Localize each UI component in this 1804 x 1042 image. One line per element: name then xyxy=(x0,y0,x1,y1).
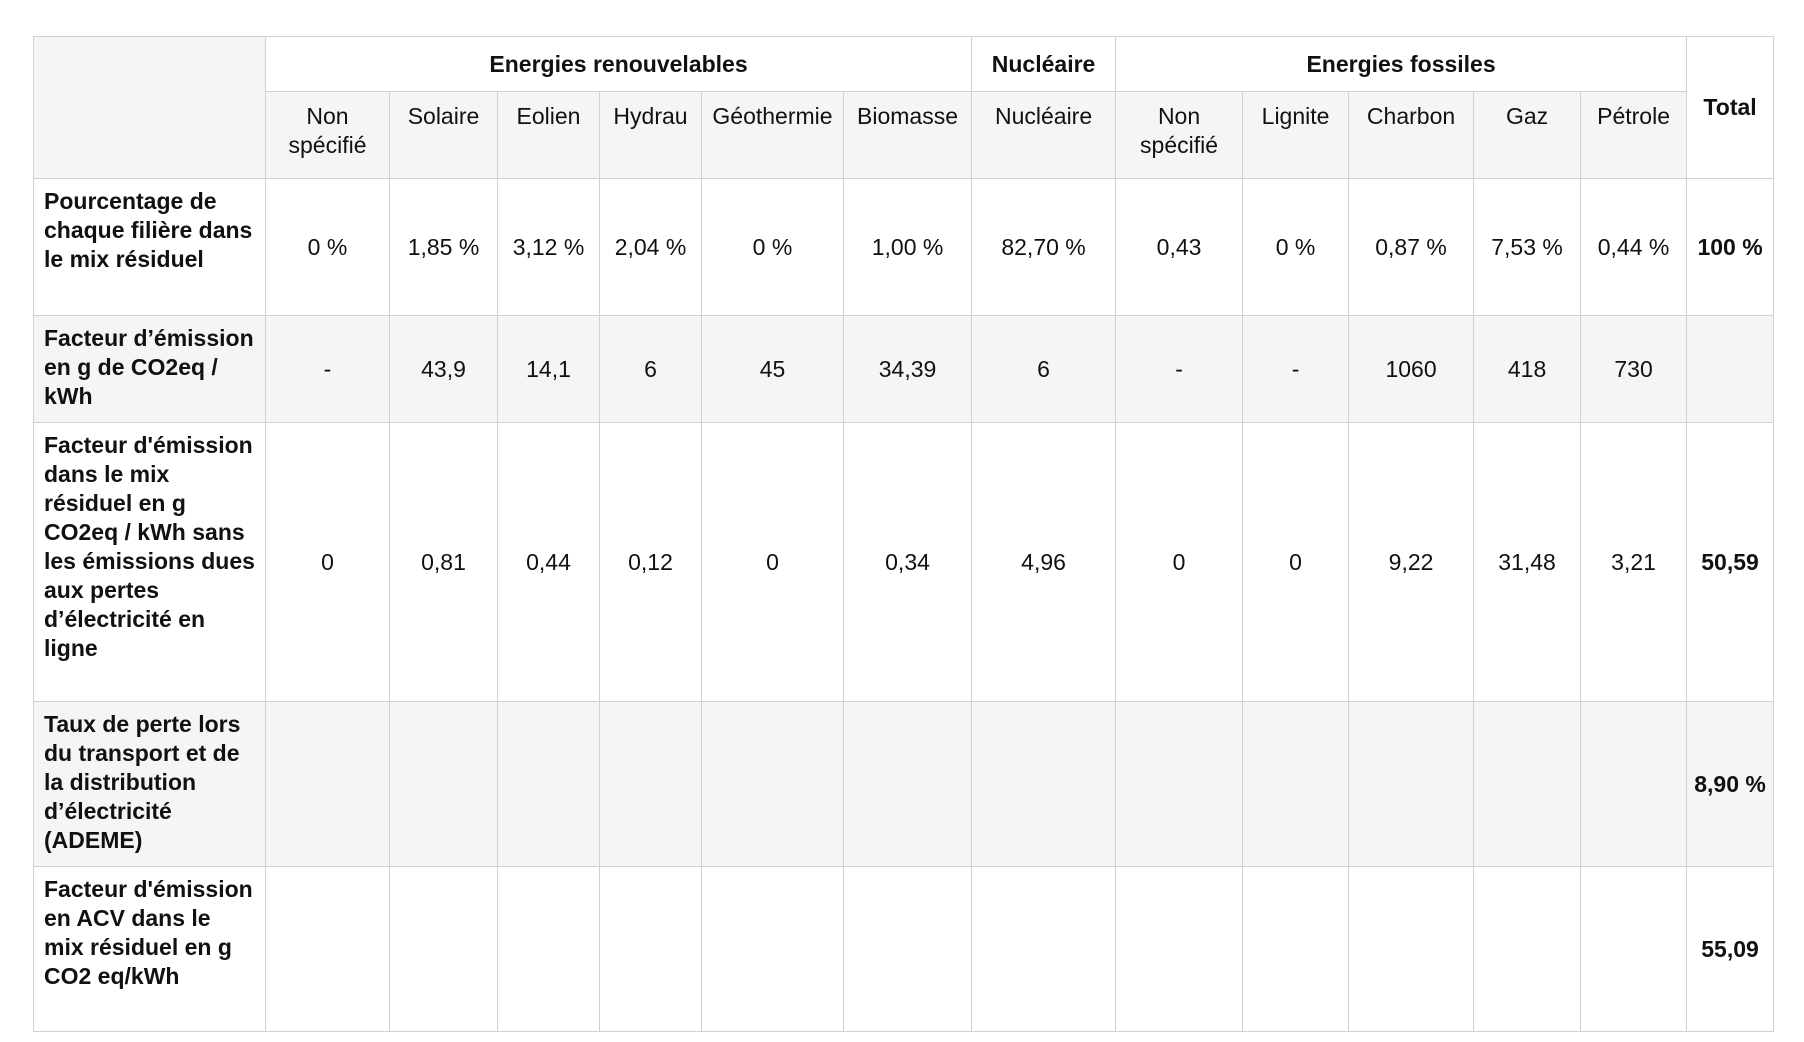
column-header: Pétrole xyxy=(1580,91,1688,179)
group-header-nuclear: Nucléaire xyxy=(971,36,1117,92)
table-cell: 0,12 xyxy=(599,422,702,702)
table-cell: 9,22 xyxy=(1348,422,1475,702)
table-cell: - xyxy=(1242,315,1350,423)
table-cell xyxy=(701,701,844,867)
table-cell: 0 xyxy=(1242,422,1350,702)
total-cell: 55,09 xyxy=(1686,866,1775,1032)
corner-cell xyxy=(33,36,266,179)
table-row: Taux de perte lors du transport et de la… xyxy=(33,701,1775,867)
column-header-total: Total xyxy=(1686,36,1775,179)
table-cell xyxy=(599,701,702,867)
table-cell: 0 xyxy=(701,422,844,702)
table-cell: 0,44 % xyxy=(1580,178,1688,316)
column-header: Gaz xyxy=(1473,91,1582,179)
column-header: Lignite xyxy=(1242,91,1350,179)
table-cell: 4,96 xyxy=(971,422,1117,702)
total-cell xyxy=(1686,315,1775,423)
table-cell xyxy=(497,866,600,1032)
table-cell xyxy=(701,866,844,1032)
column-header: Biomasse xyxy=(842,91,973,179)
column-header: Charbon xyxy=(1348,91,1475,179)
table-cell xyxy=(497,701,600,867)
column-header: Non spécifié xyxy=(1115,91,1244,179)
table-cell: 0 xyxy=(265,422,390,702)
table-cell: 0,43 xyxy=(1115,178,1244,316)
table-cell xyxy=(1115,701,1244,867)
table-cell: 0,44 xyxy=(497,422,600,702)
table-cell xyxy=(1348,701,1475,867)
table-cell xyxy=(971,866,1117,1032)
table-cell: 82,70 % xyxy=(971,178,1117,316)
table-cell: 730 xyxy=(1580,315,1688,423)
row-label: Facteur d'émission dans le mix résiduel … xyxy=(33,422,266,702)
total-cell: 100 % xyxy=(1686,178,1775,316)
table-cell: 6 xyxy=(971,315,1117,423)
table-cell xyxy=(1242,866,1350,1032)
table-cell: 2,04 % xyxy=(599,178,702,316)
table-cell: 0 % xyxy=(265,178,390,316)
table-cell xyxy=(265,701,390,867)
table-row: Facteur d'émission dans le mix résiduel … xyxy=(33,422,1775,702)
total-cell: 8,90 % xyxy=(1686,701,1775,867)
row-label: Facteur d’émission en g de CO2eq / kWh xyxy=(33,315,266,423)
group-header-fossil: Energies fossiles xyxy=(1115,36,1688,92)
table-cell xyxy=(389,866,498,1032)
table-cell xyxy=(1242,701,1350,867)
table-cell xyxy=(842,701,973,867)
table-cell: 1,00 % xyxy=(842,178,973,316)
table-cell xyxy=(389,701,498,867)
table-cell xyxy=(1473,701,1582,867)
table-cell xyxy=(1580,701,1688,867)
table-cell: 3,12 % xyxy=(497,178,600,316)
column-header-row: Non spécifié Solaire Eolien Hydrau Géoth… xyxy=(33,91,1774,179)
table-cell: 34,39 xyxy=(842,315,973,423)
table-cell xyxy=(1473,866,1582,1032)
table-cell: 0,87 % xyxy=(1348,178,1475,316)
table-cell: 0 % xyxy=(1242,178,1350,316)
table-cell: 31,48 xyxy=(1473,422,1582,702)
emission-table-container: Energies renouvelables Nucléaire Energie… xyxy=(33,36,1775,1032)
table-cell xyxy=(265,866,390,1032)
emission-table: Energies renouvelables Nucléaire Energie… xyxy=(33,36,1775,1032)
column-header: Eolien xyxy=(497,91,600,179)
column-header: Nucléaire xyxy=(971,91,1117,179)
table-cell: 3,21 xyxy=(1580,422,1688,702)
table-cell xyxy=(1348,866,1475,1032)
column-header: Non spécifié xyxy=(265,91,390,179)
table-cell: 43,9 xyxy=(389,315,498,423)
group-header-row: Energies renouvelables Nucléaire Energie… xyxy=(33,36,1775,179)
table-cell: - xyxy=(1115,315,1244,423)
table-row: Pourcentage de chaque filière dans le mi… xyxy=(33,178,1775,316)
table-cell: 7,53 % xyxy=(1473,178,1582,316)
table-cell: 45 xyxy=(701,315,844,423)
table-row: Facteur d’émission en g de CO2eq / kWh -… xyxy=(33,315,1775,423)
table-row: Facteur d'émission en ACV dans le mix ré… xyxy=(33,866,1775,1032)
table-cell: 0 % xyxy=(701,178,844,316)
table-cell: 1,85 % xyxy=(389,178,498,316)
column-header: Solaire xyxy=(389,91,498,179)
table-cell xyxy=(971,701,1117,867)
row-label: Taux de perte lors du transport et de la… xyxy=(33,701,266,867)
column-header: Géothermie xyxy=(701,91,844,179)
table-cell: 1060 xyxy=(1348,315,1475,423)
row-label: Facteur d'émission en ACV dans le mix ré… xyxy=(33,866,266,1032)
group-header-renewables: Energies renouvelables xyxy=(264,36,973,92)
table-cell: 418 xyxy=(1473,315,1582,423)
table-cell: 14,1 xyxy=(497,315,600,423)
table-cell xyxy=(599,866,702,1032)
table-cell: 0,34 xyxy=(842,422,973,702)
table-cell xyxy=(842,866,973,1032)
table-cell: - xyxy=(265,315,390,423)
row-label: Pourcentage de chaque filière dans le mi… xyxy=(33,178,266,316)
table-cell: 0,81 xyxy=(389,422,498,702)
table-cell: 0 xyxy=(1115,422,1244,702)
table-cell xyxy=(1580,866,1688,1032)
table-cell xyxy=(1115,866,1244,1032)
table-cell: 6 xyxy=(599,315,702,423)
total-cell: 50,59 xyxy=(1686,422,1775,702)
column-header: Hydrau xyxy=(599,91,702,179)
